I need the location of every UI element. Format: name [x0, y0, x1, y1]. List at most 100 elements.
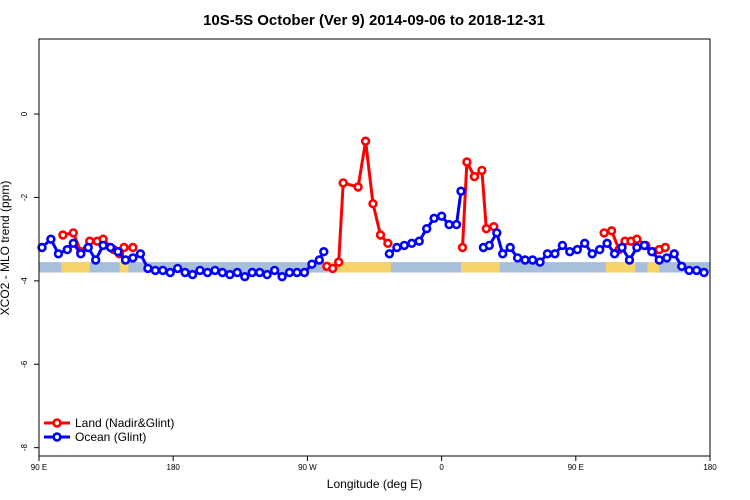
plot-frame: [38, 38, 711, 457]
legend-marker: [52, 418, 62, 428]
data-point: [232, 267, 243, 278]
data-point: [292, 267, 302, 278]
data-point: [451, 219, 462, 230]
x-tick-label: 90 E: [31, 463, 47, 472]
data-point: [429, 213, 439, 224]
data-point: [498, 249, 508, 259]
data-point: [128, 242, 138, 253]
data-point: [587, 249, 597, 259]
data-point: [527, 255, 538, 265]
data-point: [98, 240, 108, 251]
data-point: [225, 269, 235, 280]
y-tick-label: 0: [20, 111, 29, 116]
legend-marker: [52, 432, 62, 442]
data-point: [399, 240, 409, 251]
data-point: [699, 267, 709, 278]
data-point: [334, 257, 344, 267]
data-point: [565, 247, 575, 257]
y-axis-label: XCO2 - MLO trend (ppm): [0, 181, 12, 316]
data-point: [37, 242, 47, 253]
data-point: [481, 224, 491, 234]
data-point: [660, 242, 670, 253]
x-tick-label: 90 W: [298, 463, 317, 472]
data-point: [407, 238, 417, 249]
data-point: [691, 265, 702, 276]
land-band: [605, 262, 636, 273]
data-point: [360, 136, 371, 146]
land-band: [119, 262, 129, 273]
data-point: [83, 242, 93, 253]
data-point: [542, 249, 553, 259]
data-point: [639, 240, 650, 251]
land-band: [460, 262, 500, 273]
data-point: [520, 255, 530, 265]
data-point: [180, 267, 190, 278]
data-point: [572, 244, 582, 255]
y-tick-label: -4: [20, 277, 29, 285]
y-tick-label: -6: [20, 360, 29, 368]
data-point: [68, 228, 79, 238]
data-point: [492, 228, 502, 238]
data-point: [135, 249, 146, 259]
x-tick-label: 0: [439, 463, 444, 472]
data-point: [368, 199, 378, 209]
data-point: [594, 244, 605, 255]
data-point: [654, 255, 664, 265]
data-point: [58, 230, 68, 240]
legend-label: Land (Nadir&Glint): [75, 416, 174, 430]
data-point: [247, 267, 257, 278]
x-tick-label: 180: [167, 463, 181, 472]
data-point: [422, 224, 432, 234]
data-point: [609, 249, 620, 259]
data-point: [62, 244, 73, 255]
data-point: [240, 272, 250, 282]
data-point: [444, 219, 454, 230]
x-axis-label: Longitude (deg E): [327, 477, 422, 491]
axes: 90 E 180 90 W 0 90 E 180 0 -2 -4 -6 -8: [20, 111, 717, 472]
data-point: [328, 263, 338, 274]
data-point: [338, 178, 348, 188]
data-point: [195, 265, 205, 276]
data-point: [535, 257, 545, 267]
data-point: [505, 242, 515, 253]
series-line-0: [326, 139, 390, 270]
land-band: [61, 262, 90, 273]
data-point: [319, 247, 329, 257]
data-point: [384, 249, 395, 259]
data-point: [68, 238, 79, 249]
data-point: [277, 272, 287, 282]
data-point: [414, 236, 424, 246]
data-point: [143, 263, 153, 274]
data-point: [173, 263, 183, 274]
data-point: [76, 249, 86, 259]
data-point: [284, 267, 295, 278]
data-point: [557, 240, 568, 251]
legend-label: Ocean (Glint): [75, 430, 146, 444]
chart-title: 10S-5S October (Ver 9) 2014-09-06 to 201…: [203, 12, 545, 29]
x-tick-label: 180: [703, 463, 717, 472]
data-point: [512, 253, 523, 263]
data-point: [662, 253, 672, 263]
data-point: [375, 230, 386, 240]
data-point: [599, 228, 609, 238]
data-point: [120, 255, 131, 265]
data-point: [314, 255, 324, 265]
data-point: [617, 242, 627, 253]
data-point: [128, 253, 138, 263]
data-point: [632, 234, 642, 244]
data-point: [202, 267, 213, 278]
data-point: [550, 249, 560, 259]
data-point: [632, 242, 642, 253]
data-point: [669, 249, 679, 259]
data-point: [647, 247, 657, 257]
data-point: [105, 242, 116, 253]
y-tick-label: -2: [20, 193, 29, 201]
x-tick-label: 90 E: [568, 463, 584, 472]
data-point: [392, 242, 402, 253]
data-point: [187, 269, 198, 280]
data-point: [262, 269, 272, 280]
land-band: [329, 262, 391, 273]
data-point: [606, 226, 617, 236]
data-point: [255, 267, 265, 278]
